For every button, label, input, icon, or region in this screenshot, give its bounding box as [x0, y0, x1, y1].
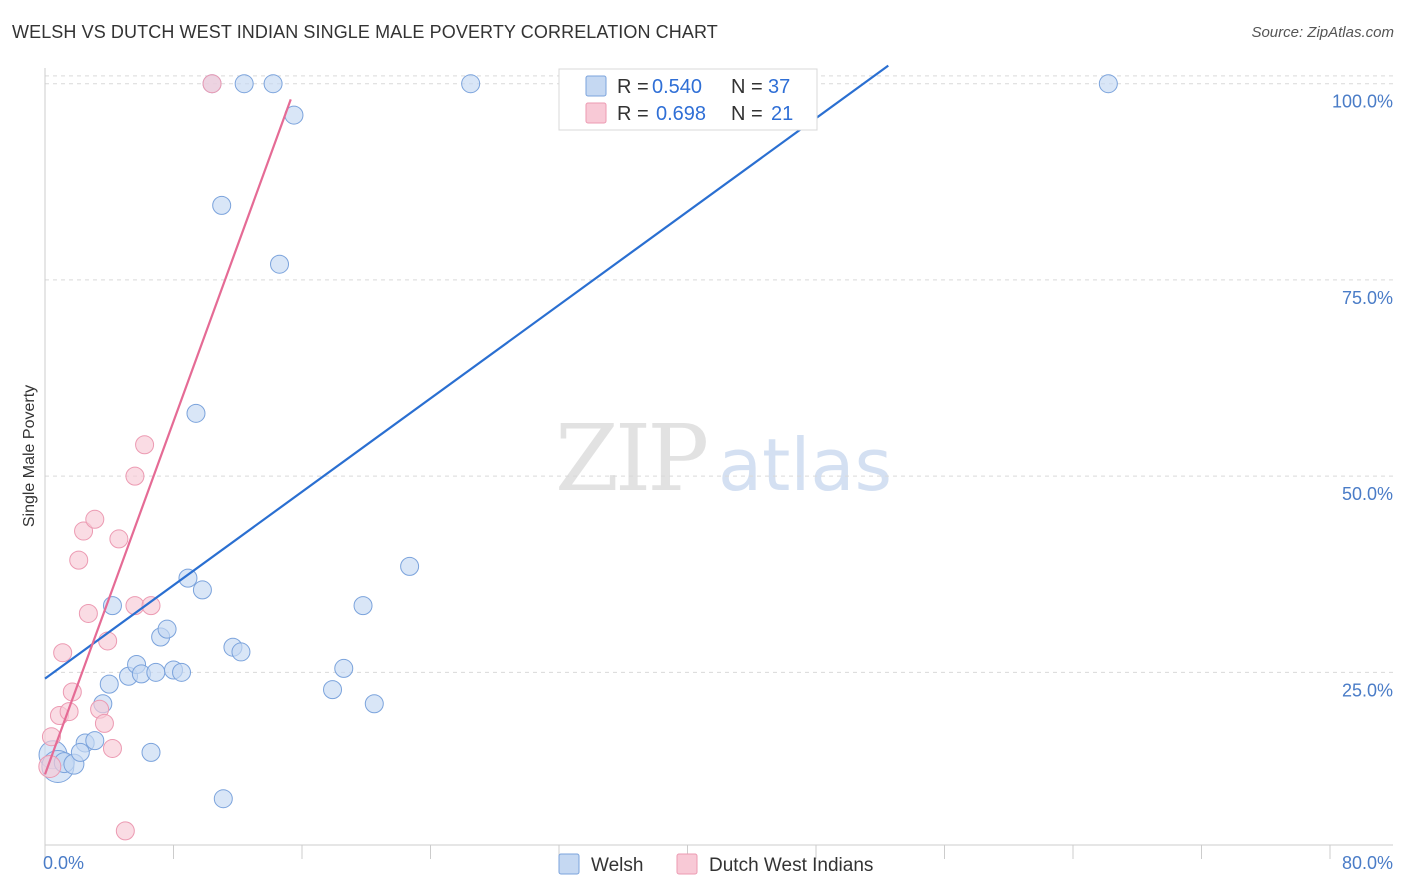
stats-legend: R = 0.540 N = 37 R = 0.698 N = 21 — [558, 68, 818, 131]
data-points — [38, 74, 1118, 841]
welsh-point-22 — [212, 195, 232, 215]
legend-dutch-swatch — [585, 102, 607, 124]
y-tick-label-100: 100.0% — [1332, 92, 1393, 112]
dutch-point-6 — [69, 550, 89, 570]
dutch-point-14 — [109, 529, 129, 549]
gridlines — [45, 75, 1393, 673]
dutch-point-9 — [85, 509, 105, 529]
dutch-point-8 — [78, 603, 98, 623]
dutch-point-15 — [115, 821, 135, 841]
chart-title: WELSH VS DUTCH WEST INDIAN SINGLE MALE P… — [12, 22, 718, 42]
welsh-point-33 — [353, 596, 373, 616]
legend-dutch-r-value: 0.698 — [656, 103, 706, 125]
welsh-point-36 — [461, 74, 481, 94]
dutch-point-13 — [102, 738, 122, 758]
source-label: Source: ZipAtlas.com — [1251, 24, 1394, 41]
welsh-point-29 — [270, 254, 290, 274]
dutch-point-18 — [135, 435, 155, 455]
watermark: ZIP atlas — [555, 405, 892, 512]
dutch-point-3 — [53, 643, 73, 663]
welsh-point-31 — [323, 680, 343, 700]
bottom-legend-dutch-label: Dutch West Indians — [709, 855, 873, 876]
welsh-point-27 — [234, 74, 254, 94]
welsh-point-21 — [186, 403, 206, 423]
welsh-point-32 — [334, 658, 354, 678]
watermark-zip: ZIP — [555, 405, 706, 512]
welsh-point-37 — [1098, 74, 1118, 94]
legend-welsh-r-value: 0.540 — [652, 76, 702, 98]
welsh-point-6 — [70, 742, 90, 762]
bottom-legend-dutch-swatch — [676, 853, 698, 875]
y-tick-label-75: 75.0% — [1342, 288, 1393, 308]
legend-welsh-n-value: 37 — [768, 76, 790, 98]
trend-lines — [43, 64, 889, 775]
series-legend: Welsh Dutch West Indians — [558, 853, 873, 876]
welsh-point-23 — [213, 789, 233, 809]
dutch-point-16 — [125, 466, 145, 486]
welsh-point-19 — [178, 568, 198, 588]
dutch-point-11 — [94, 713, 114, 733]
dutch-point-0 — [38, 755, 62, 779]
legend-dutch-r-label: R = — [617, 103, 649, 125]
x-tick-label-min: 0.0% — [43, 853, 84, 873]
bottom-legend-welsh-label: Welsh — [591, 855, 643, 876]
legend-welsh-swatch — [585, 75, 607, 97]
welsh-point-8 — [99, 674, 119, 694]
watermark-atlas: atlas — [718, 423, 892, 507]
dutch-trend-line — [43, 99, 292, 775]
y-tick-labels: 25.0% 50.0% 75.0% 100.0% — [1332, 92, 1393, 701]
welsh-trend-line — [44, 64, 889, 680]
welsh-point-14 — [146, 662, 166, 682]
y-tick-label-50: 50.0% — [1342, 484, 1393, 504]
welsh-point-28 — [263, 74, 283, 94]
welsh-point-35 — [400, 556, 420, 576]
dutch-point-19 — [141, 596, 161, 616]
dutch-point-12 — [98, 631, 118, 651]
welsh-point-20 — [192, 580, 212, 600]
dutch-point-7 — [74, 521, 94, 541]
y-axis-label: Single Male Poverty — [21, 385, 38, 527]
x-axis-ticks — [44, 845, 1331, 859]
welsh-point-18 — [172, 662, 192, 682]
dutch-point-20 — [202, 74, 222, 94]
x-tick-label-max: 80.0% — [1342, 853, 1393, 873]
welsh-point-16 — [157, 619, 177, 639]
welsh-point-5 — [85, 731, 105, 751]
welsh-point-12 — [141, 742, 161, 762]
legend-welsh-n-label: N = — [731, 76, 763, 98]
welsh-point-25 — [231, 642, 251, 662]
welsh-point-34 — [364, 694, 384, 714]
dutch-point-4 — [59, 702, 79, 722]
bottom-legend-welsh-swatch — [558, 853, 580, 875]
legend-dutch-n-value: 21 — [771, 103, 793, 125]
legend-welsh-r-label: R = — [617, 76, 649, 98]
y-tick-label-25: 25.0% — [1342, 680, 1393, 700]
legend-dutch-n-label: N = — [731, 103, 763, 125]
